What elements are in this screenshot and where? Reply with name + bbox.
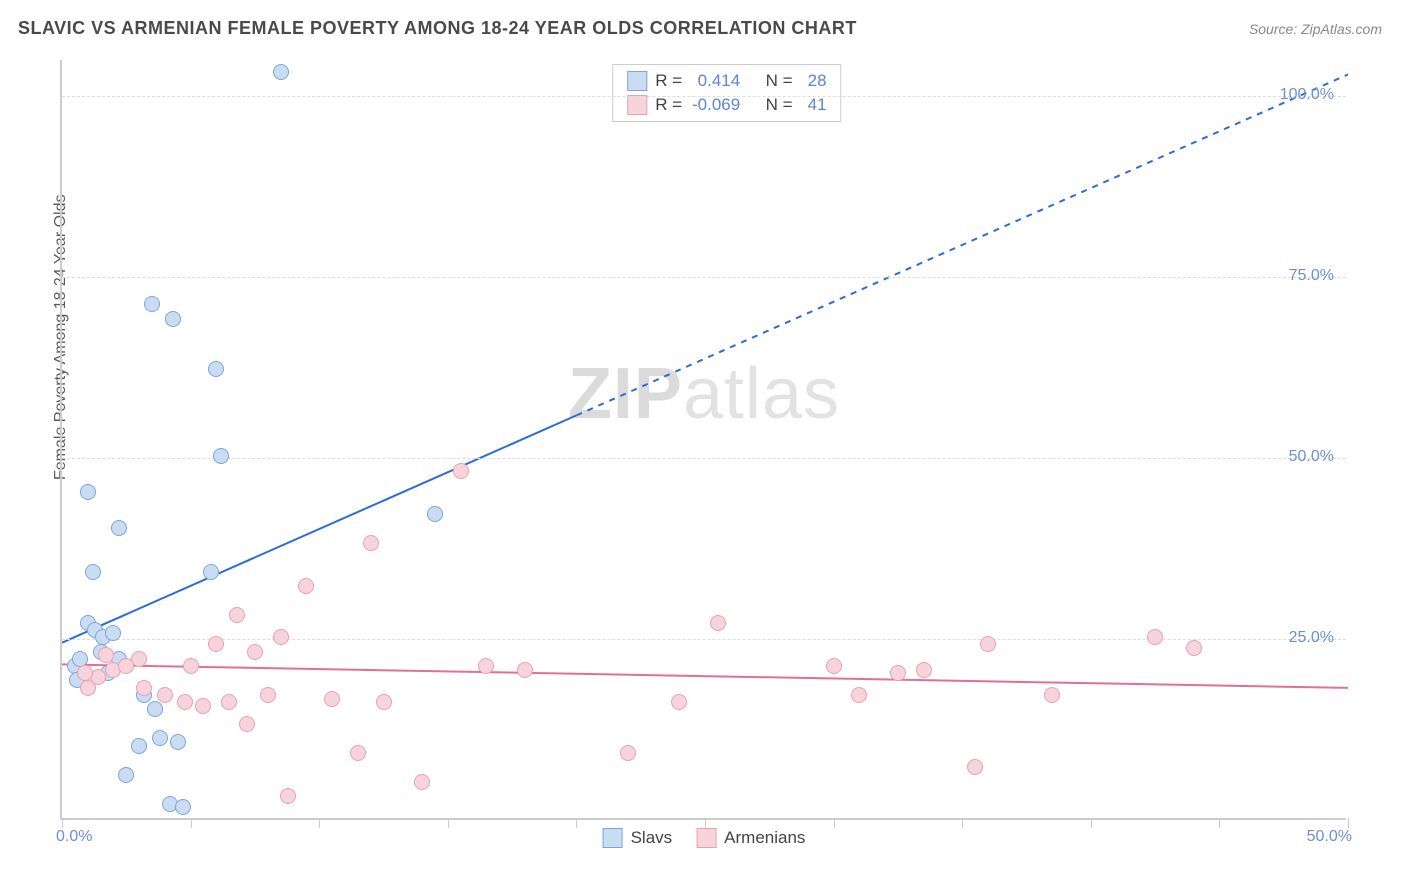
data-point xyxy=(517,662,533,678)
plot-wrapper: Female Poverty Among 18-24 Year Olds ZIP… xyxy=(50,60,1346,820)
footer-label-slavs: Slavs xyxy=(631,828,673,848)
r-value-slavs: 0.414 xyxy=(690,69,740,93)
footer-swatch-slavs xyxy=(603,828,623,848)
y-tick-label: 25.0% xyxy=(1289,629,1334,647)
y-tick-label: 75.0% xyxy=(1289,267,1334,285)
data-point xyxy=(280,788,296,804)
x-tick xyxy=(705,818,706,828)
data-point xyxy=(1186,640,1202,656)
x-min-label: 0.0% xyxy=(56,828,92,846)
swatch-slavs xyxy=(627,71,647,91)
n-value-slavs: 28 xyxy=(801,69,827,93)
data-point xyxy=(1147,629,1163,645)
data-point xyxy=(118,767,134,783)
data-point xyxy=(260,687,276,703)
data-point xyxy=(170,734,186,750)
n-label: N = xyxy=(766,69,793,93)
x-tick xyxy=(62,818,63,828)
data-point xyxy=(144,296,160,312)
data-point xyxy=(175,799,191,815)
data-point xyxy=(208,361,224,377)
footer-legend: Slavs Armenians xyxy=(603,828,806,848)
data-point xyxy=(363,535,379,551)
data-point xyxy=(111,520,127,536)
data-point xyxy=(80,484,96,500)
data-point xyxy=(131,738,147,754)
data-point xyxy=(183,658,199,674)
data-point xyxy=(890,665,906,681)
data-point xyxy=(80,680,96,696)
data-point xyxy=(85,564,101,580)
data-point xyxy=(203,564,219,580)
footer-swatch-armenians xyxy=(696,828,716,848)
y-tick-label: 100.0% xyxy=(1280,86,1334,104)
legend-stats-box: R = 0.414 N = 28 R = -0.069 N = 41 xyxy=(612,64,841,122)
data-point xyxy=(826,658,842,674)
x-tick xyxy=(834,818,835,828)
data-point xyxy=(710,615,726,631)
watermark: ZIPatlas xyxy=(568,353,840,435)
x-tick xyxy=(448,818,449,828)
watermark-suffix: atlas xyxy=(683,354,840,434)
data-point xyxy=(453,463,469,479)
data-point xyxy=(213,448,229,464)
swatch-armenians xyxy=(627,95,647,115)
data-point xyxy=(967,759,983,775)
data-point xyxy=(324,691,340,707)
data-point xyxy=(851,687,867,703)
x-tick xyxy=(962,818,963,828)
footer-item-armenians: Armenians xyxy=(696,828,805,848)
data-point xyxy=(298,578,314,594)
x-max-label: 50.0% xyxy=(1307,828,1352,846)
data-point xyxy=(147,701,163,717)
x-tick xyxy=(1091,818,1092,828)
data-point xyxy=(105,625,121,641)
footer-item-slavs: Slavs xyxy=(603,828,673,848)
footer-label-armenians: Armenians xyxy=(724,828,805,848)
data-point xyxy=(208,636,224,652)
chart-title: SLAVIC VS ARMENIAN FEMALE POVERTY AMONG … xyxy=(18,18,857,39)
chart-header: SLAVIC VS ARMENIAN FEMALE POVERTY AMONG … xyxy=(0,0,1406,47)
x-tick xyxy=(1348,818,1349,828)
r-label: R = xyxy=(655,69,682,93)
data-point xyxy=(229,607,245,623)
trend-lines-svg xyxy=(62,60,1348,820)
data-point xyxy=(221,694,237,710)
data-point xyxy=(916,662,932,678)
data-point xyxy=(195,698,211,714)
data-point xyxy=(98,647,114,663)
data-point xyxy=(165,311,181,327)
x-tick xyxy=(1219,818,1220,828)
x-tick xyxy=(576,818,577,828)
watermark-prefix: ZIP xyxy=(568,354,683,434)
data-point xyxy=(273,64,289,80)
y-tick-label: 50.0% xyxy=(1289,448,1334,466)
data-point xyxy=(350,745,366,761)
data-point xyxy=(247,644,263,660)
data-point xyxy=(239,716,255,732)
data-point xyxy=(157,687,173,703)
gridline-h xyxy=(62,277,1346,278)
x-tick xyxy=(191,818,192,828)
data-point xyxy=(620,745,636,761)
data-point xyxy=(376,694,392,710)
data-point xyxy=(980,636,996,652)
plot-area: ZIPatlas R = 0.414 N = 28 R = -0.069 N =… xyxy=(60,60,1346,820)
data-point xyxy=(671,694,687,710)
legend-row-slavs: R = 0.414 N = 28 xyxy=(627,69,826,93)
data-point xyxy=(1044,687,1060,703)
data-point xyxy=(427,506,443,522)
data-point xyxy=(414,774,430,790)
source-attribution: Source: ZipAtlas.com xyxy=(1249,21,1382,37)
data-point xyxy=(152,730,168,746)
gridline-h xyxy=(62,458,1346,459)
data-point xyxy=(478,658,494,674)
gridline-h xyxy=(62,96,1346,97)
data-point xyxy=(77,665,93,681)
data-point xyxy=(136,680,152,696)
data-point xyxy=(177,694,193,710)
data-point xyxy=(118,658,134,674)
data-point xyxy=(273,629,289,645)
x-tick xyxy=(319,818,320,828)
